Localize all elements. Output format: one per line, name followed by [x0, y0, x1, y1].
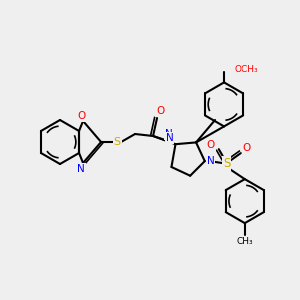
Text: S: S [113, 137, 121, 147]
Text: N: N [77, 164, 85, 174]
Text: N: N [165, 129, 173, 139]
Text: O: O [156, 106, 164, 116]
Text: O: O [77, 111, 85, 121]
Text: N: N [207, 156, 215, 166]
Text: O: O [243, 143, 251, 153]
Text: O: O [207, 140, 215, 150]
Text: S: S [223, 157, 230, 169]
Text: OCH₃: OCH₃ [234, 65, 258, 74]
Text: CH₃: CH₃ [236, 237, 253, 246]
Text: N: N [166, 133, 173, 143]
